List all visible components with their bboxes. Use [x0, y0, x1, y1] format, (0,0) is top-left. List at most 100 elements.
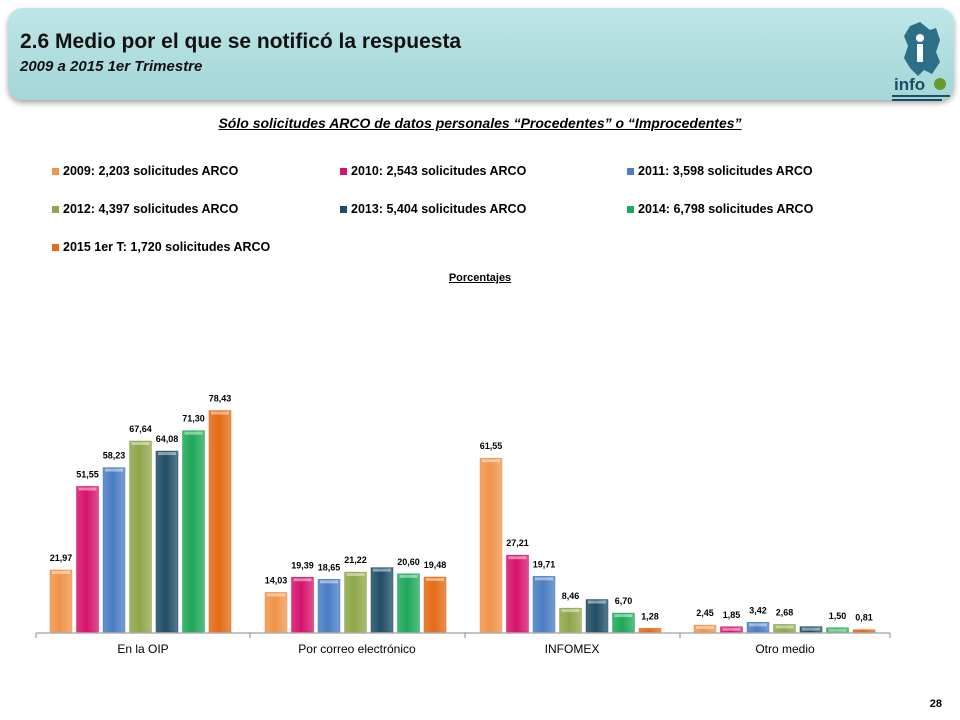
legend-label: 2013: 5,404 solicitudes ARCO [351, 202, 527, 216]
bar [208, 410, 232, 633]
data-label: 27,21 [506, 538, 529, 548]
bar [612, 612, 635, 633]
bar-highlight [426, 577, 444, 581]
legend-swatch [52, 243, 59, 251]
bar-highlight [105, 468, 123, 472]
legend-label: 2011: 3,598 solicitudes ARCO [638, 164, 813, 178]
legend-swatch [52, 167, 59, 175]
data-label: 61,55 [480, 441, 503, 451]
data-label: 1,28 [641, 611, 659, 621]
svg-text:info: info [894, 75, 925, 94]
data-label: 64,08 [156, 434, 179, 444]
data-label: 14,03 [265, 575, 288, 585]
legend-label: 2009: 2,203 solicitudes ARCO [63, 164, 239, 178]
header-banner: 2.6 Medio por el que se notificó la resp… [8, 8, 954, 101]
data-label: 67,64 [129, 424, 152, 434]
data-label: 18,65 [318, 562, 341, 572]
bar [264, 592, 288, 633]
data-label: 6,70 [615, 596, 633, 606]
bar [397, 573, 420, 633]
x-tick-label: En la OIP [117, 642, 168, 656]
bar-highlight [78, 487, 97, 491]
data-label: 21,22 [344, 555, 367, 565]
x-tick-label: Por correo electrónico [298, 642, 416, 656]
data-label: 8,46 [562, 591, 580, 601]
legend-item: 2014: 6,798 solicitudes ARCO [627, 202, 813, 216]
bar-highlight [722, 627, 741, 631]
chart-subtitle: Porcentajes [448, 272, 512, 284]
bar [852, 629, 876, 633]
bar-highlight [614, 614, 633, 618]
data-label: 78,43 [209, 394, 232, 404]
data-label: 21,97 [50, 553, 73, 563]
bar [720, 626, 743, 633]
bar-highlight [158, 452, 176, 456]
bar [746, 622, 770, 633]
data-label: 1,50 [829, 611, 847, 621]
bar-highlight [399, 574, 418, 578]
bar-highlight [828, 628, 847, 632]
legend-item: 2013: 5,404 solicitudes ARCO [340, 202, 526, 216]
bar [479, 457, 503, 633]
legend-item: 2009: 2,203 solicitudes ARCO [52, 164, 238, 178]
bar [585, 599, 609, 633]
legend-swatch [627, 167, 634, 175]
bar-highlight [561, 609, 580, 613]
bar-highlight [320, 580, 338, 584]
bar [182, 430, 205, 633]
data-label: 51,55 [76, 469, 99, 479]
bar-highlight [696, 626, 714, 630]
bar-highlight [267, 593, 285, 597]
chart-title: Sólo solicitudes ARCO de datos personale… [218, 115, 742, 131]
bar [49, 569, 73, 633]
bar-highlight [775, 625, 794, 629]
bar [532, 576, 556, 633]
legend-item: 2012: 4,397 solicitudes ARCO [52, 202, 238, 216]
infodf-logo: info [892, 22, 950, 101]
bar [423, 576, 447, 633]
bar-highlight [588, 600, 606, 604]
bar [344, 571, 367, 633]
bar [506, 554, 529, 633]
legend-item: 2015 1er T: 1,720 solicitudes ARCO [52, 240, 270, 254]
legend-swatch [340, 205, 347, 213]
bar [638, 628, 662, 633]
bar [826, 627, 849, 633]
legend-swatch [627, 205, 634, 213]
legend-swatch [52, 205, 59, 213]
data-label: 0,81 [855, 613, 873, 623]
data-label: 1,85 [723, 610, 741, 620]
legend-item: 2010: 2,543 solicitudes ARCO [340, 164, 526, 178]
bar [76, 486, 99, 633]
bar-highlight [802, 627, 820, 631]
legend-label: 2012: 4,397 solicitudes ARCO [63, 202, 239, 216]
page-title: 2.6 Medio por el que se notificó la resp… [20, 30, 462, 53]
data-label: 2,45 [696, 608, 714, 618]
bar [773, 624, 796, 633]
legend-label: 2010: 2,543 solicitudes ARCO [351, 164, 527, 178]
x-tick-label: INFOMEX [545, 642, 600, 656]
data-label: 19,48 [424, 560, 447, 570]
bar-highlight [346, 573, 365, 577]
bar [370, 567, 394, 633]
bar-highlight [482, 459, 500, 463]
bar [799, 626, 823, 633]
bar-highlight [373, 568, 391, 572]
bar-highlight [535, 577, 553, 581]
data-label: 2,68 [776, 607, 794, 617]
bar-highlight [131, 442, 150, 446]
data-label: 20,60 [397, 557, 420, 567]
bar [559, 607, 582, 633]
bar [291, 577, 314, 633]
legend-item: 2011: 3,598 solicitudes ARCO [627, 164, 813, 178]
bar-highlight [293, 578, 312, 582]
bar-highlight [749, 623, 767, 627]
bar-highlight [52, 570, 70, 574]
data-label: 19,39 [291, 560, 314, 570]
x-tick-label: Otro medio [755, 642, 815, 656]
bar [129, 440, 152, 633]
bar-highlight [211, 411, 229, 415]
legend-label: 2014: 6,798 solicitudes ARCO [638, 202, 814, 216]
bar [693, 624, 717, 633]
bar-highlight [508, 556, 527, 560]
